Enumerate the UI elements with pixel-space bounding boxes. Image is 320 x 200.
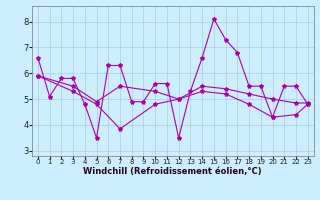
X-axis label: Windchill (Refroidissement éolien,°C): Windchill (Refroidissement éolien,°C) bbox=[84, 167, 262, 176]
